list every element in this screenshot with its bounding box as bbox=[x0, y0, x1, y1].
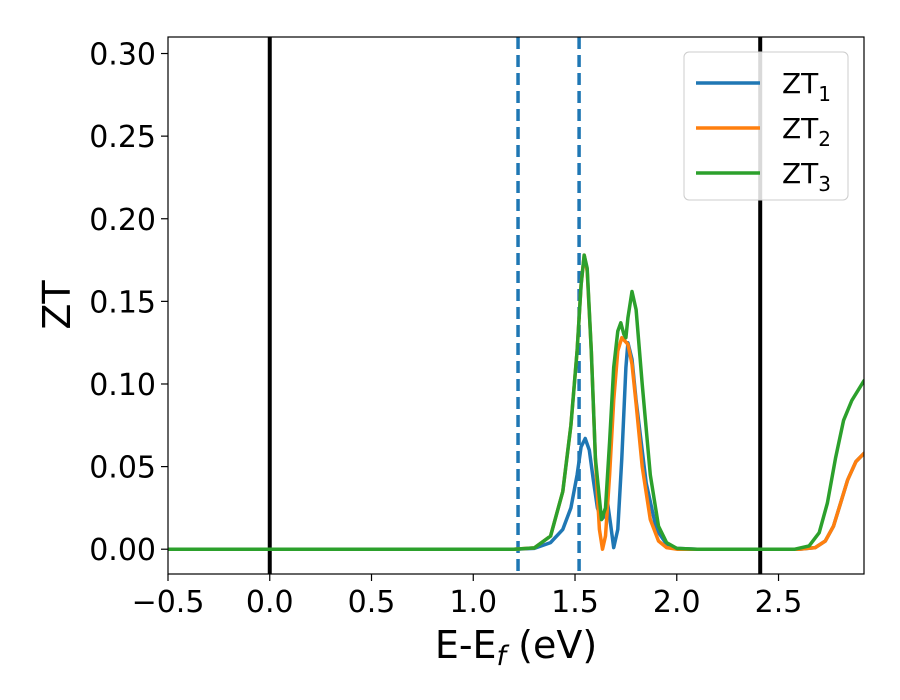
x-tick-label: 2.5 bbox=[755, 585, 803, 620]
y-tick-label: 0.10 bbox=[89, 368, 156, 403]
y-axis-label: ZT bbox=[35, 280, 79, 330]
series-layer bbox=[168, 253, 864, 551]
x-tick-label: 2.0 bbox=[653, 585, 701, 620]
y-tick-label: 0.20 bbox=[89, 203, 156, 238]
y-tick-label: 0.00 bbox=[89, 533, 156, 568]
legend-label-1: ZT1 bbox=[782, 67, 831, 106]
plot-frame bbox=[167, 36, 865, 575]
y-tick-label: 0.15 bbox=[89, 285, 156, 320]
series-line-3 bbox=[168, 253, 864, 551]
y-axis-ticks: 0.00 0.05 0.10 0.15 0.20 0.25 0.30 bbox=[89, 38, 168, 568]
x-tick-label: 1.0 bbox=[449, 585, 497, 620]
x-tick-label: 0.5 bbox=[348, 585, 396, 620]
x-tick-label: 1.5 bbox=[551, 585, 599, 620]
y-tick-label: 0.25 bbox=[89, 120, 156, 155]
y-tick-label: 0.05 bbox=[89, 451, 156, 486]
y-tick-label: 0.30 bbox=[89, 38, 156, 73]
x-axis-label: E-Ef (eV) bbox=[435, 623, 597, 672]
legend: ZT1 ZT2 ZT3 bbox=[683, 51, 849, 201]
legend-label-2: ZT2 bbox=[782, 112, 831, 151]
x-tick-label: 0.0 bbox=[246, 585, 294, 620]
x-tick-label: −0.5 bbox=[132, 585, 205, 620]
x-axis-ticks: −0.5 0.0 0.5 1.0 1.5 2.0 2.5 bbox=[132, 574, 803, 620]
legend-box bbox=[683, 51, 849, 201]
legend-label-3: ZT3 bbox=[782, 157, 831, 196]
